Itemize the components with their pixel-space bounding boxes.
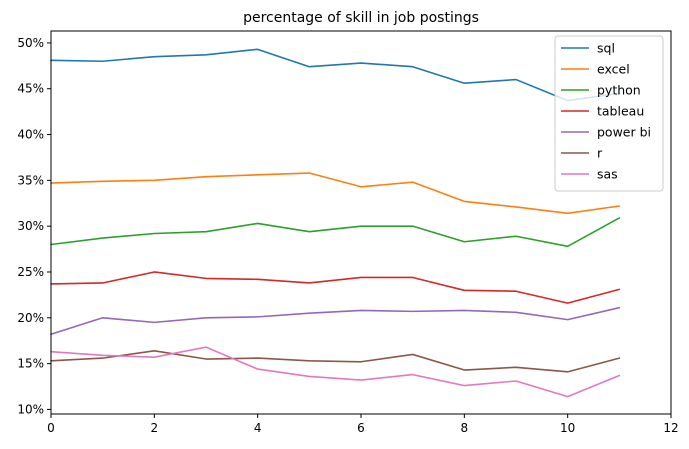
x-tick-label: 4 bbox=[254, 421, 262, 435]
series-line-r bbox=[50, 349, 621, 373]
legend-label-tableau: tableau bbox=[597, 104, 644, 119]
plot-lines bbox=[50, 48, 621, 398]
legend-label-r: r bbox=[597, 146, 603, 161]
series-line-python bbox=[50, 217, 621, 248]
y-tick-label: 35% bbox=[17, 173, 44, 187]
x-tick-label: 0 bbox=[47, 421, 55, 435]
series-line-power-bi bbox=[50, 306, 621, 336]
legend-label-sql: sql bbox=[597, 41, 615, 56]
y-tick-label: 40% bbox=[17, 128, 44, 142]
y-tick-label: 30% bbox=[17, 219, 44, 233]
x-tick-label: 6 bbox=[357, 421, 365, 435]
y-tick-label: 50% bbox=[17, 36, 44, 50]
y-tick-label: 25% bbox=[17, 265, 44, 279]
series-line-excel bbox=[50, 172, 621, 215]
chart-title: percentage of skill in job postings bbox=[243, 10, 479, 26]
y-tick-label: 45% bbox=[17, 82, 44, 96]
legend-label-sas: sas bbox=[597, 167, 618, 182]
x-tick-label: 10 bbox=[560, 421, 575, 435]
y-tick-label: 10% bbox=[17, 402, 44, 416]
x-tick-label: 2 bbox=[151, 421, 159, 435]
y-axis: 10% 15% 20% 25% 30% 35% 40% 45% 50% bbox=[17, 36, 51, 416]
x-tick-label: 12 bbox=[663, 421, 678, 435]
y-tick-label: 15% bbox=[17, 357, 44, 371]
series-line-sas bbox=[50, 346, 621, 398]
legend-label-excel: excel bbox=[597, 62, 630, 77]
series-line-tableau bbox=[50, 271, 621, 304]
legend: sql excel python tableau power bi r sas bbox=[554, 35, 664, 192]
x-tick-label: 8 bbox=[461, 421, 469, 435]
legend-label-python: python bbox=[597, 83, 641, 98]
series-line-sql bbox=[50, 48, 621, 102]
x-axis: 0 2 4 6 8 10 12 bbox=[47, 414, 679, 435]
y-tick-label: 20% bbox=[17, 311, 44, 325]
legend-label-power-bi: power bi bbox=[597, 125, 651, 140]
